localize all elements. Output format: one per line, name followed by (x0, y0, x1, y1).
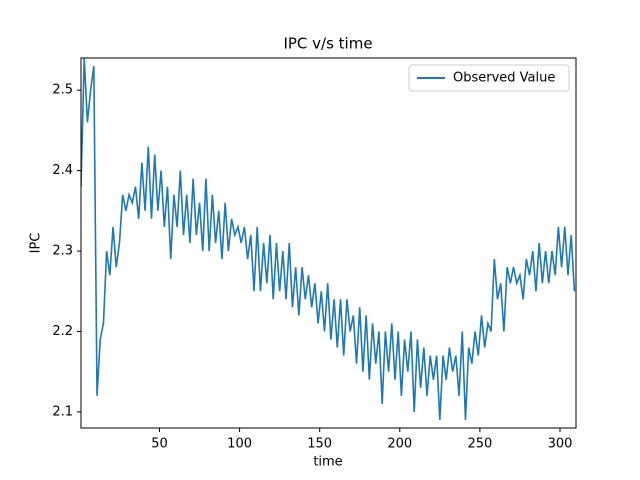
y-tick-label: 2.5 (52, 83, 73, 98)
x-tick-label: 300 (548, 437, 573, 452)
x-tick-label: 100 (227, 437, 252, 452)
y-tick-label: 2.2 (52, 324, 73, 339)
y-axis-label: IPC (29, 233, 44, 254)
data-line (81, 58, 576, 420)
plot-frame (80, 57, 577, 429)
y-tick-label: 2.3 (52, 244, 73, 259)
x-tick-label: 50 (151, 437, 168, 452)
x-axis-label: time (313, 455, 342, 470)
x-tick-label: 150 (307, 437, 332, 452)
x-tick-label: 250 (467, 437, 492, 452)
x-tick-label: 200 (387, 437, 412, 452)
y-tick-label: 2.1 (52, 404, 73, 419)
y-tick-label: 2.4 (52, 163, 73, 178)
legend-label: Observed Value (453, 71, 555, 86)
legend-box (408, 64, 570, 92)
chart-title: IPC v/s time (283, 35, 372, 53)
